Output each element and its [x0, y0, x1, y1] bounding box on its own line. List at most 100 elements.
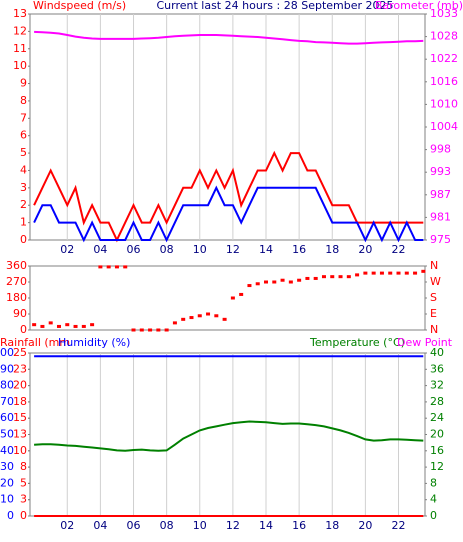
- point: [56, 324, 61, 328]
- x-tick-label: 16: [292, 519, 306, 532]
- y-tick-label: 0: [7, 509, 14, 522]
- y-tick-label: 10: [0, 493, 14, 506]
- y-tick-label: 975: [430, 233, 451, 246]
- x-tick-label: 22: [392, 519, 406, 532]
- point: [189, 316, 194, 320]
- y-tick-label: 40: [430, 346, 444, 359]
- x-tick-label: 10: [193, 243, 207, 256]
- y-tick-label: W: [430, 275, 441, 288]
- y-tick-label: 10: [13, 444, 27, 457]
- y-tick-label: 8: [430, 476, 437, 489]
- point: [338, 275, 343, 279]
- point: [48, 321, 53, 325]
- point: [32, 323, 37, 327]
- point: [346, 275, 351, 279]
- point: [206, 312, 211, 316]
- x-tick-label: 10: [193, 519, 207, 532]
- y-tick-label: 8: [20, 94, 27, 107]
- y-tick-label: S: [430, 291, 437, 304]
- point: [222, 317, 227, 321]
- y-tick-label: 13: [13, 428, 27, 441]
- y-tick-label: 993: [430, 165, 451, 178]
- x-tick-label: 02: [60, 243, 74, 256]
- point: [280, 278, 285, 282]
- axis-title: Rainfall (mm: [0, 336, 70, 349]
- x-tick-label: 14: [259, 243, 273, 256]
- point: [139, 328, 144, 332]
- axis-title: Temperature (°C): [309, 336, 405, 349]
- y-tick-label: 6: [20, 129, 27, 142]
- point: [313, 276, 318, 280]
- point: [371, 271, 376, 275]
- point: [65, 323, 70, 327]
- y-tick-label: 20: [13, 379, 27, 392]
- y-tick-label: 998: [430, 143, 451, 156]
- point: [98, 265, 103, 269]
- axis-title: Dew Point: [397, 336, 453, 349]
- y-tick-label: 987: [430, 188, 451, 201]
- point: [123, 265, 128, 269]
- y-tick-label: 3: [20, 181, 27, 194]
- y-tick-label: 9: [20, 77, 27, 90]
- y-tick-label: 1016: [430, 75, 458, 88]
- axis-title: Barometer (mb): [375, 0, 463, 12]
- x-tick-label: 16: [292, 243, 306, 256]
- y-tick-label: 23: [13, 362, 27, 375]
- point: [214, 314, 219, 318]
- y-tick-label: 1033: [430, 7, 458, 20]
- y-tick-label: 270: [6, 275, 27, 288]
- series-line: [34, 30, 424, 45]
- y-tick-label: 13: [13, 7, 27, 20]
- y-tick-label: 5: [20, 146, 27, 159]
- point: [297, 278, 302, 282]
- y-tick-label: 30: [0, 460, 14, 473]
- point: [247, 284, 252, 288]
- plot-frame: [29, 265, 426, 331]
- y-tick-label: N: [430, 323, 438, 336]
- point: [73, 324, 78, 328]
- y-tick-label: 8: [20, 460, 27, 473]
- y-tick-label: 4: [430, 493, 437, 506]
- y-tick-label: 36: [430, 362, 444, 375]
- x-tick-label: 06: [127, 519, 141, 532]
- y-tick-label: 180: [6, 291, 27, 304]
- y-tick-label: 5: [20, 476, 27, 489]
- point: [388, 271, 393, 275]
- y-tick-label: 0: [20, 509, 27, 522]
- point: [106, 265, 111, 269]
- point: [114, 265, 119, 269]
- point: [181, 317, 186, 321]
- point: [396, 271, 401, 275]
- point: [305, 276, 310, 280]
- point: [355, 273, 360, 277]
- y-tick-label: 12: [430, 460, 444, 473]
- point: [363, 271, 368, 275]
- y-tick-label: 40: [0, 444, 14, 457]
- y-tick-label: 10: [13, 59, 27, 72]
- y-tick-label: 1022: [430, 52, 458, 65]
- y-tick-label: 12: [13, 24, 27, 37]
- y-tick-label: 25: [13, 346, 27, 359]
- point: [90, 323, 95, 327]
- point: [230, 296, 235, 300]
- y-tick-label: 1: [20, 216, 27, 229]
- x-tick-label: 04: [93, 519, 107, 532]
- x-tick-label: 22: [392, 243, 406, 256]
- y-tick-label: 360: [6, 259, 27, 272]
- y-tick-label: 60: [0, 411, 14, 424]
- point: [264, 280, 269, 284]
- y-tick-label: 20: [430, 428, 444, 441]
- point: [421, 269, 426, 273]
- point: [255, 282, 260, 286]
- point: [239, 292, 244, 296]
- y-tick-label: 1004: [430, 120, 458, 133]
- x-tick-label: 14: [259, 519, 273, 532]
- point: [272, 280, 277, 284]
- x-tick-label: 18: [325, 243, 339, 256]
- y-tick-label: N: [430, 259, 438, 272]
- y-tick-label: 3: [20, 493, 27, 506]
- y-tick-label: 4: [20, 163, 27, 176]
- x-tick-label: 08: [160, 243, 174, 256]
- y-tick-label: 981: [430, 210, 451, 223]
